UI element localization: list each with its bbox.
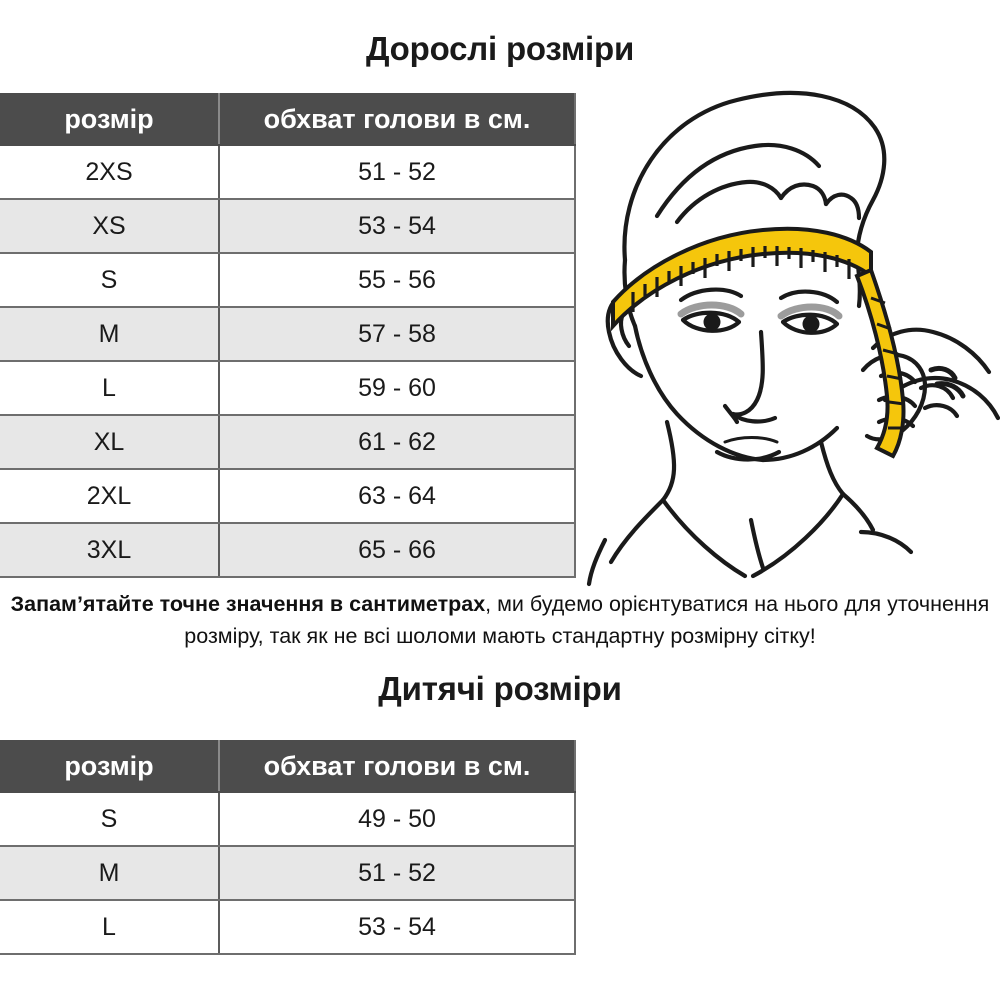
cell-size: S [0,791,220,847]
shoulder-left [586,537,608,587]
cell-circumference: 53 - 54 [218,899,576,955]
right-eyebrow [778,289,840,305]
cell-size: L [0,360,220,416]
adults-section-title: Дорослі розміри [365,30,635,67]
table-row: S 49 - 50 [0,791,576,847]
collar-right-outer [840,491,876,533]
cell-size: XS [0,198,220,254]
cell-circumference: 65 - 66 [218,522,576,578]
collar-center-fold [748,517,766,571]
cell-circumference: 55 - 56 [218,252,576,308]
table-row: L 53 - 54 [0,899,576,955]
man-measuring-head-illustration [585,70,1000,590]
collar-left-inner [660,497,748,579]
cell-size: M [0,845,220,901]
right-pupil [802,315,820,333]
cell-size: 2XL [0,468,220,524]
cell-circumference: 63 - 64 [218,468,576,524]
thumb [918,383,956,401]
cell-circumference: 53 - 54 [218,198,576,254]
neck-left [660,419,677,503]
tape-tail-ticks [870,296,905,430]
column-header-circumference: обхват голови в см. [218,740,576,793]
cell-size: XL [0,414,220,470]
cell-circumference: 51 - 52 [218,845,576,901]
cell-circumference: 57 - 58 [218,306,576,362]
kids-section-title: Дитячі розміри [378,670,622,707]
table-row: L 59 - 60 [0,360,576,416]
table-row: XL 61 - 62 [0,414,576,470]
skull-outline [622,90,887,263]
column-header-circumference: обхват голови в см. [218,93,576,146]
tape-tail [854,267,906,459]
cell-size: L [0,899,220,955]
table-header-row: розмір обхват голови в см. [0,93,576,146]
hairline [654,142,822,219]
measurement-note: Запам’ятайте точне значення в сантиметра… [0,588,1000,652]
cell-circumference: 51 - 52 [218,144,576,200]
shoulder-right [858,529,914,555]
note-bold-text: Запам’ятайте точне значення в сантиметра… [10,592,486,616]
tape-ticks [631,246,851,312]
table-row: 3XL 65 - 66 [0,522,576,578]
table-header-row: розмір обхват голови в см. [0,740,576,793]
mouth [714,449,782,462]
kids-size-table: розмір обхват голови в см. S 49 - 50 M 5… [0,740,576,955]
cell-circumference: 59 - 60 [218,360,576,416]
cell-size: 3XL [0,522,220,578]
nose-base [730,411,778,424]
table-row: M 51 - 52 [0,845,576,901]
collar-right-inner [750,491,846,579]
measuring-tape-around-head [611,226,906,459]
column-header-size: розмір [0,740,220,793]
table-row: 2XL 63 - 64 [0,468,576,524]
column-header-size: розмір [0,93,220,146]
note-rest-text: , ми будемо орієнтуватися на нього для у… [184,592,990,648]
left-jaw [632,323,766,463]
neck-right [818,439,846,497]
table-row: S 55 - 56 [0,252,576,308]
cell-size: M [0,306,220,362]
nose-bridge [730,329,765,417]
head-measurement-drawing [586,90,1000,587]
table-row: XS 53 - 54 [0,198,576,254]
adults-size-table: розмір обхват голови в см. 2XS 51 - 52 X… [0,93,576,578]
collar-left-outer [608,497,666,565]
cell-circumference: 61 - 62 [218,414,576,470]
left-eyebrow [678,287,744,303]
left-pupil [703,313,721,331]
table-row: 2XS 51 - 52 [0,144,576,200]
cell-circumference: 49 - 50 [218,791,576,847]
cell-size: 2XS [0,144,220,200]
cell-size: S [0,252,220,308]
table-row: M 57 - 58 [0,306,576,362]
